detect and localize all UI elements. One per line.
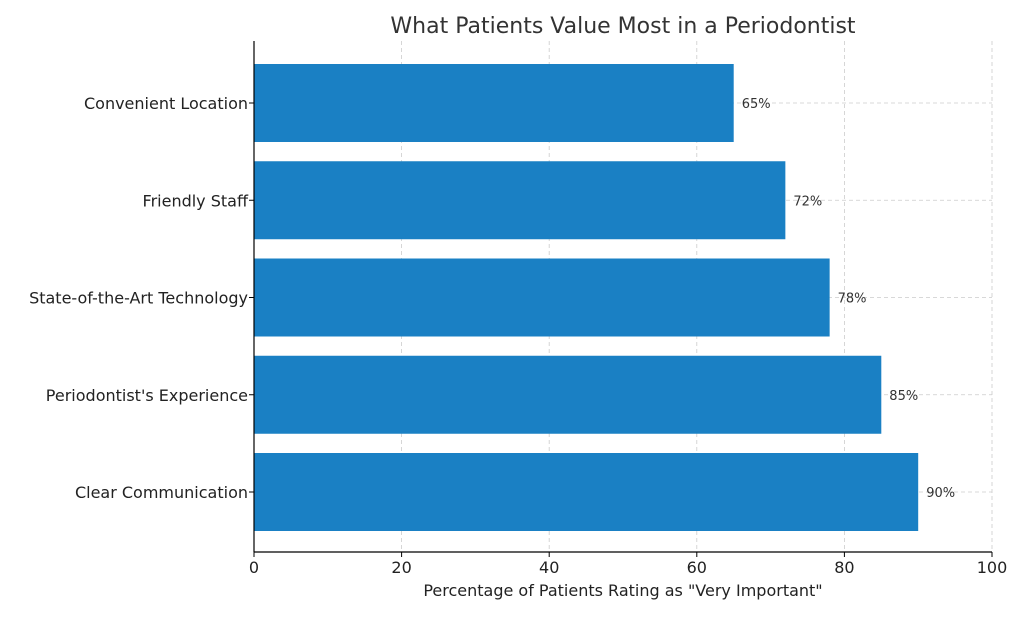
bar-value-label: 72% (793, 194, 822, 209)
x-axis-label: Percentage of Patients Rating as "Very I… (423, 581, 822, 600)
bar (254, 453, 919, 531)
bar (254, 355, 882, 434)
category-label: Periodontist's Experience (46, 386, 248, 405)
x-tick-label: 0 (249, 558, 259, 577)
category-label: Convenient Location (84, 94, 248, 113)
chart-title: What Patients Value Most in a Periodonti… (390, 14, 856, 39)
labels-layer: Convenient Location 65% Friendly Staff 72% S… (29, 94, 955, 502)
x-tick-label: 40 (539, 558, 559, 577)
bar (254, 161, 786, 240)
category-label: State-of-the-Art Technology (29, 289, 248, 308)
bars-layer (254, 64, 919, 531)
category-label: Friendly Staff (143, 191, 249, 210)
bar (254, 64, 734, 142)
category-label: Clear Communication (75, 483, 248, 502)
bar (254, 258, 830, 337)
bar-value-label: 90% (926, 486, 955, 501)
x-tick-label: 20 (391, 558, 411, 577)
bar-value-label: 65% (742, 97, 771, 112)
x-tick-label: 100 (977, 558, 1008, 577)
x-tick-label: 60 (687, 558, 707, 577)
axes-layer (253, 41, 992, 553)
ticks-layer: 0 20 40 60 80 100 (249, 102, 1008, 577)
bar-value-label: 85% (889, 389, 918, 404)
bar-value-label: 78% (838, 292, 867, 307)
x-tick-label: 80 (834, 558, 854, 577)
